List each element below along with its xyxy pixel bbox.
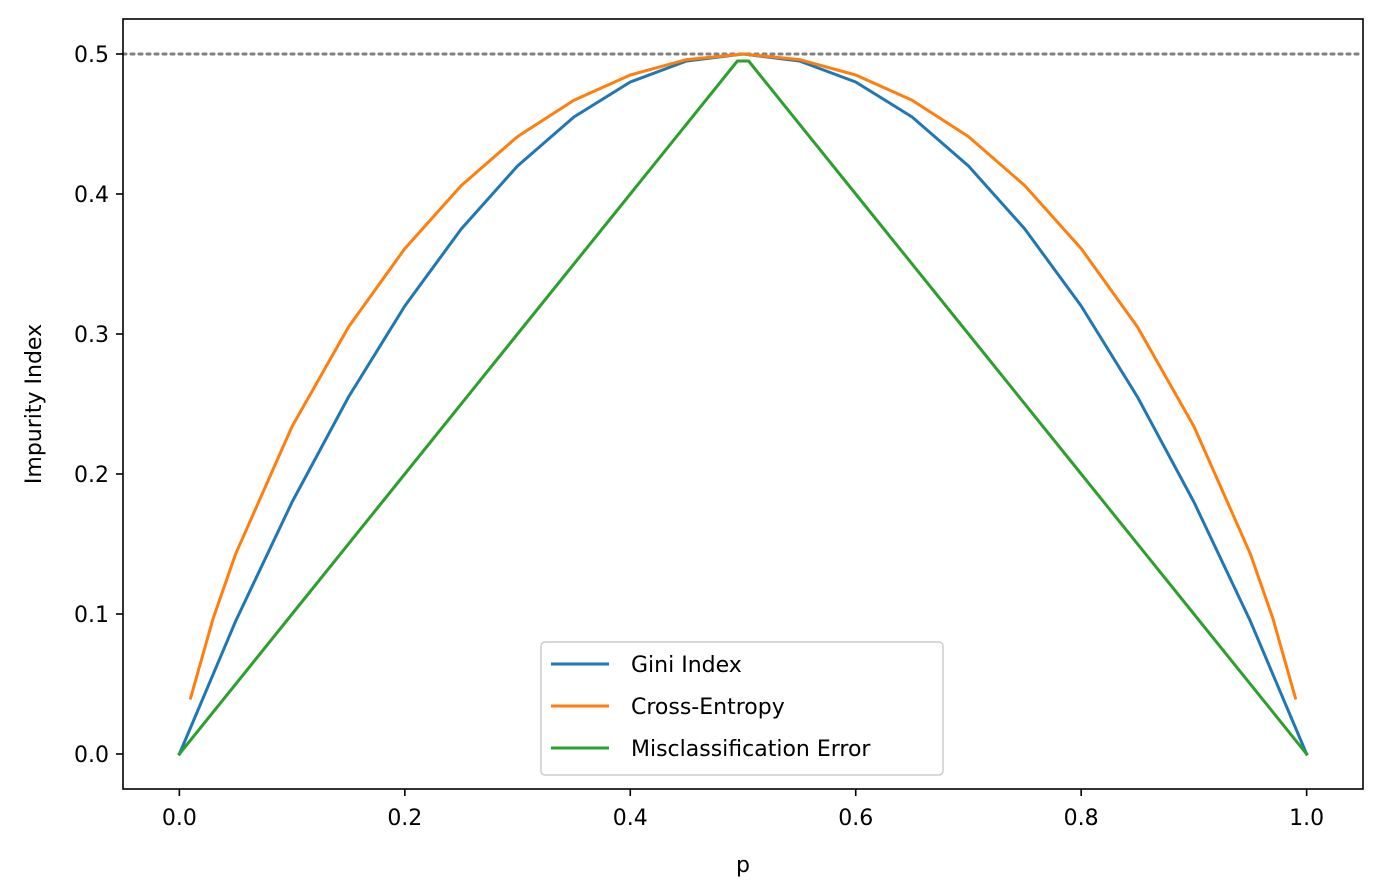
- y-tick-label: 0.2: [74, 463, 109, 488]
- y-tick-label: 0.4: [74, 183, 109, 208]
- series-line-misclassification-error: [177, 59, 1309, 757]
- x-tick-label: 1.0: [1289, 806, 1324, 831]
- series-layer: [177, 52, 1309, 757]
- y-tick-label: 0.3: [74, 323, 109, 348]
- series-line-cross-entropy: [188, 52, 1298, 700]
- y-tick-label: 0.1: [74, 603, 109, 628]
- legend: Gini Index Cross-Entropy Misclassification…: [540, 641, 944, 776]
- legend-box: [540, 641, 944, 776]
- legend-label: Misclassification Error: [631, 737, 871, 762]
- y-axis-ticks: 0.0 0.1 0.2 0.3 0.4 0.5: [74, 43, 123, 768]
- y-tick-label: 0.5: [74, 43, 109, 68]
- plot-frame: [122, 18, 1364, 790]
- x-axis-ticks: 0.0 0.2 0.4 0.6 0.8 1.0: [162, 789, 1324, 831]
- legend-label: Gini Index: [631, 653, 742, 678]
- y-tick-label: 0.0: [74, 743, 109, 768]
- x-tick-label: 0.4: [613, 806, 648, 831]
- y-axis-label: Impurity Index: [22, 324, 47, 484]
- x-tick-label: 0.0: [162, 806, 197, 831]
- x-tick-label: 0.6: [838, 806, 873, 831]
- x-tick-label: 0.2: [387, 806, 422, 831]
- x-tick-label: 0.8: [1064, 806, 1099, 831]
- legend-label: Cross-Entropy: [631, 695, 785, 720]
- x-axis-label: p: [736, 853, 750, 878]
